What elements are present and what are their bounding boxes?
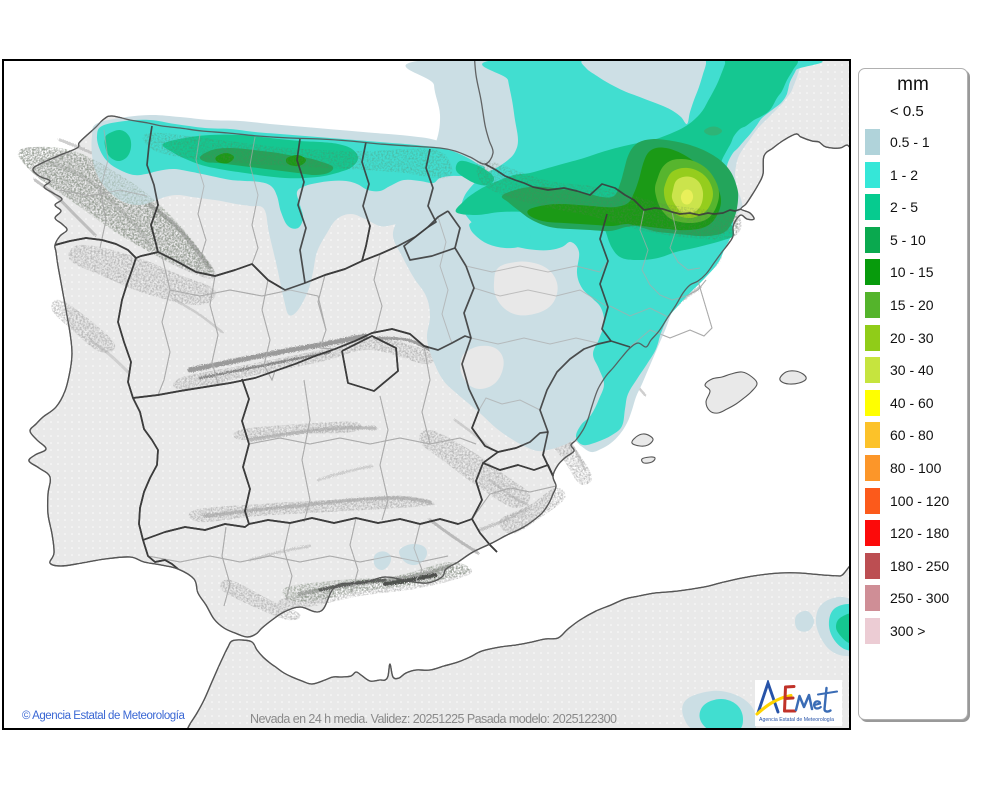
svg-text:Agencia Estatal de Meteorologí: Agencia Estatal de Meteorología — [759, 717, 834, 723]
